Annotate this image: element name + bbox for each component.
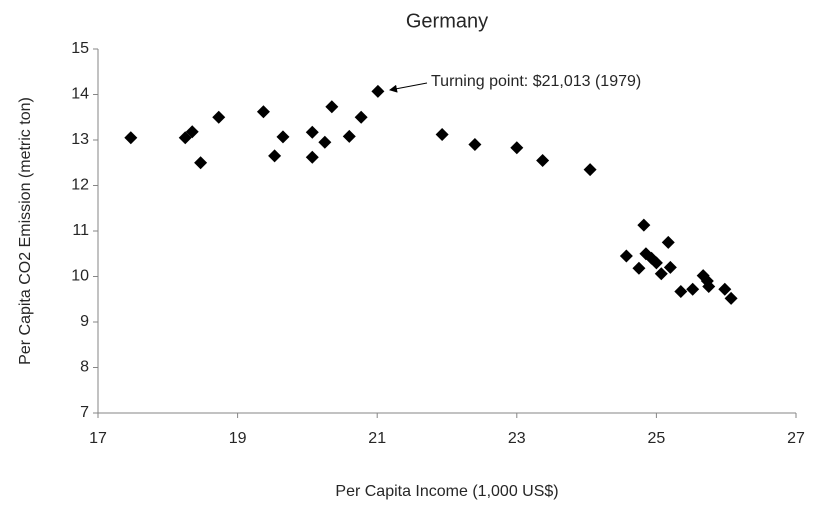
point	[619, 249, 633, 263]
point	[661, 235, 675, 249]
point	[342, 129, 356, 143]
x-axis-label: Per Capita Income (1,000 US$)	[335, 483, 558, 500]
point	[268, 149, 282, 163]
point	[256, 105, 270, 119]
point	[435, 128, 449, 142]
point	[654, 267, 668, 281]
annotation-arrow	[389, 82, 428, 93]
point	[637, 218, 651, 232]
point	[194, 156, 208, 170]
point	[686, 282, 700, 296]
y-tick-label: 12	[71, 177, 89, 194]
x-tick-label: 23	[508, 430, 526, 447]
chart-title: Germany	[406, 10, 488, 32]
point	[702, 280, 716, 294]
x-tick-label: 19	[229, 430, 247, 447]
x-tick-label: 27	[787, 430, 805, 447]
y-tick-label: 11	[72, 222, 89, 239]
y-tick-label: 8	[80, 359, 89, 376]
point	[354, 110, 368, 124]
x-tick-label: 25	[648, 430, 666, 447]
point	[718, 282, 732, 296]
point	[318, 135, 332, 149]
annotation: Turning point: $21,013 (1979)	[431, 73, 641, 90]
point	[371, 84, 385, 98]
point	[510, 141, 524, 155]
point	[536, 153, 550, 167]
point	[632, 261, 646, 275]
y-tick-label: 9	[80, 313, 89, 330]
point	[724, 291, 738, 305]
point	[276, 130, 290, 144]
x-tick-label: 17	[89, 430, 107, 447]
x-tick-label: 21	[368, 430, 386, 447]
point	[185, 125, 199, 139]
point	[305, 150, 319, 164]
point	[583, 163, 597, 177]
point	[468, 138, 482, 152]
y-tick-label: 13	[71, 131, 89, 148]
y-tick-label: 14	[71, 86, 89, 103]
point	[663, 260, 677, 274]
y-tick-label: 7	[80, 404, 89, 421]
y-tick-label: 15	[71, 40, 89, 57]
y-tick-label: 10	[71, 268, 89, 285]
point	[305, 125, 319, 139]
point	[649, 256, 663, 270]
point	[674, 285, 688, 299]
y-axis-label: Per Capita CO2 Emission (metric ton)	[17, 97, 34, 365]
point	[212, 110, 226, 124]
point	[124, 131, 138, 145]
point	[325, 100, 339, 114]
